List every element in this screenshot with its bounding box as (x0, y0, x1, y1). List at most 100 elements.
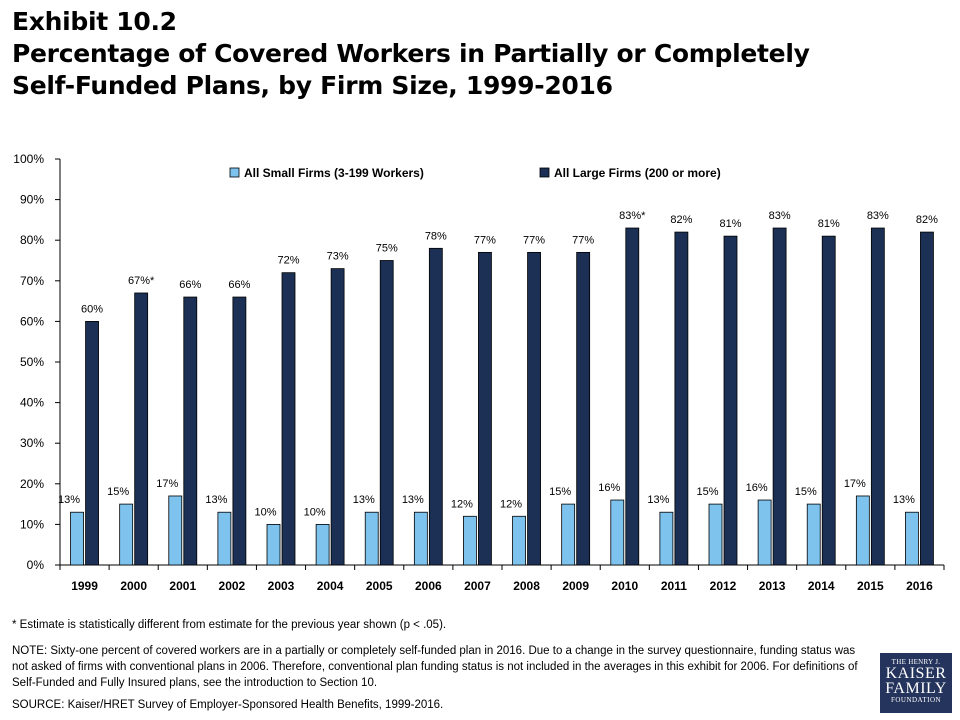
x-tick-label-2012: 2012 (710, 579, 737, 593)
bar-small-2008 (512, 515, 526, 566)
bar-small-2006 (413, 511, 428, 566)
data-label-small-2011: 13% (647, 494, 669, 506)
bar-large-1999 (85, 320, 99, 566)
legend-swatch-large (539, 167, 550, 178)
y-tick-label: 10% (20, 517, 44, 531)
x-tick-label-2009: 2009 (562, 579, 589, 593)
data-label-large-2002: 66% (228, 279, 250, 291)
y-tick-label: 20% (20, 477, 44, 491)
bar-large-2014 (821, 235, 836, 566)
legend-swatch-small (229, 167, 240, 178)
y-tick-label: 30% (20, 436, 44, 450)
y-tick-label: 60% (20, 314, 44, 328)
x-tick-label-1999: 1999 (71, 579, 98, 593)
data-label-large-2014: 81% (818, 218, 840, 230)
bar-small-2011 (659, 511, 674, 566)
bar-large-2001 (183, 296, 198, 566)
title-line-1: Exhibit 10.2 (12, 7, 177, 36)
title-line-2: Percentage of Covered Workers in Partial… (12, 39, 810, 68)
data-label-small-2015: 17% (844, 478, 866, 490)
x-tick-label-2005: 2005 (366, 579, 393, 593)
data-label-small-2007: 12% (451, 498, 473, 510)
logo-line-1: THE HENRY J. (891, 658, 941, 666)
bar-large-2005 (379, 260, 394, 566)
data-label-small-2004: 10% (304, 506, 326, 518)
bar-large-2013 (772, 227, 787, 566)
y-tick-label: 100% (13, 152, 44, 166)
y-tick-label: 0% (27, 558, 45, 572)
data-label-large-2013: 83% (769, 210, 791, 222)
x-tick-label-2008: 2008 (513, 579, 540, 593)
data-label-large-2006: 78% (425, 230, 447, 242)
bar-large-2007 (478, 251, 492, 566)
data-label-large-2009: 77% (572, 234, 594, 246)
bar-small-2001 (168, 495, 183, 566)
x-tick-label-2001: 2001 (169, 579, 196, 593)
data-label-large-2004: 73% (327, 251, 349, 263)
data-label-small-2009: 15% (549, 486, 571, 498)
legend-label-large: All Large Firms (200 or more) (554, 166, 721, 180)
data-label-small-2013: 16% (746, 482, 768, 494)
bar-small-2007 (463, 515, 477, 566)
bar-small-2004 (315, 523, 330, 566)
data-label-small-2005: 13% (353, 494, 375, 506)
y-tick-label: 50% (20, 355, 44, 369)
data-label-large-2011: 82% (670, 214, 692, 226)
data-label-small-2001: 17% (156, 478, 178, 490)
bar-large-2009 (576, 251, 591, 566)
x-tick-label-2002: 2002 (219, 579, 246, 593)
data-label-small-2006: 13% (402, 494, 424, 506)
bar-small-2012 (708, 503, 723, 566)
kff-logo: THE HENRY J. KAISER FAMILY FOUNDATION (880, 653, 952, 713)
title-line-3: Self-Funded Plans, by Firm Size, 1999-20… (12, 71, 613, 100)
chart-title: Exhibit 10.2 Percentage of Covered Worke… (12, 6, 810, 102)
data-label-small-2003: 10% (254, 506, 276, 518)
data-label-large-2015: 83% (867, 210, 889, 222)
y-tick-label: 70% (20, 274, 44, 288)
x-tick-label-2013: 2013 (759, 579, 786, 593)
bar-small-2009 (561, 503, 576, 566)
x-tick-label-2010: 2010 (611, 579, 638, 593)
y-tick-label: 90% (20, 193, 44, 207)
data-label-small-2014: 15% (795, 486, 817, 498)
x-tick-label-2007: 2007 (464, 579, 491, 593)
x-tick-label-2015: 2015 (857, 579, 884, 593)
logo-line-4: FOUNDATION (890, 696, 942, 704)
x-tick-label-2006: 2006 (415, 579, 442, 593)
data-label-large-2000: 67%* (128, 275, 155, 287)
bar-small-2016 (905, 511, 919, 566)
bar-large-2003 (281, 272, 296, 566)
data-label-small-2016: 13% (893, 494, 915, 506)
x-tick-label-2004: 2004 (317, 579, 344, 593)
bar-small-2000 (119, 503, 134, 566)
bar-large-2012 (723, 235, 738, 566)
y-tick-label: 80% (20, 233, 44, 247)
bar-large-2004 (330, 268, 345, 566)
logo-line-2: KAISER (885, 665, 947, 682)
x-tick-label-2003: 2003 (268, 579, 295, 593)
data-label-small-2000: 15% (107, 486, 129, 498)
x-tick-label-2000: 2000 (120, 579, 147, 593)
data-label-large-2003: 72% (277, 255, 299, 267)
data-label-large-2012: 81% (719, 218, 741, 230)
bar-small-2015 (855, 495, 870, 566)
y-tick-label: 40% (20, 396, 44, 410)
data-label-large-2008: 77% (523, 234, 545, 246)
bar-small-2002 (217, 511, 232, 566)
bar-chart: 0% 10% 20% 30% 40% 50% 60% 70% 80% 90% 100% 13% 60% 1… (13, 152, 945, 593)
bar-small-2010 (610, 499, 625, 566)
bar-small-2014 (806, 503, 821, 566)
x-tick-label-2011: 2011 (661, 579, 687, 593)
bar-large-2010 (625, 227, 640, 566)
data-label-small-1999: 13% (58, 494, 80, 506)
bar-large-2016 (920, 231, 934, 566)
data-label-small-2010: 16% (598, 482, 620, 494)
data-label-large-1999: 60% (81, 303, 103, 315)
data-label-large-2005: 75% (376, 243, 398, 255)
logo-line-3: FAMILY (885, 680, 947, 697)
bar-small-1999 (70, 511, 84, 566)
data-label-large-2001: 66% (179, 279, 201, 291)
footnote-asterisk: * Estimate is statistically different fr… (12, 619, 447, 631)
bar-large-2000 (134, 292, 149, 566)
bar-large-2002 (232, 296, 247, 566)
